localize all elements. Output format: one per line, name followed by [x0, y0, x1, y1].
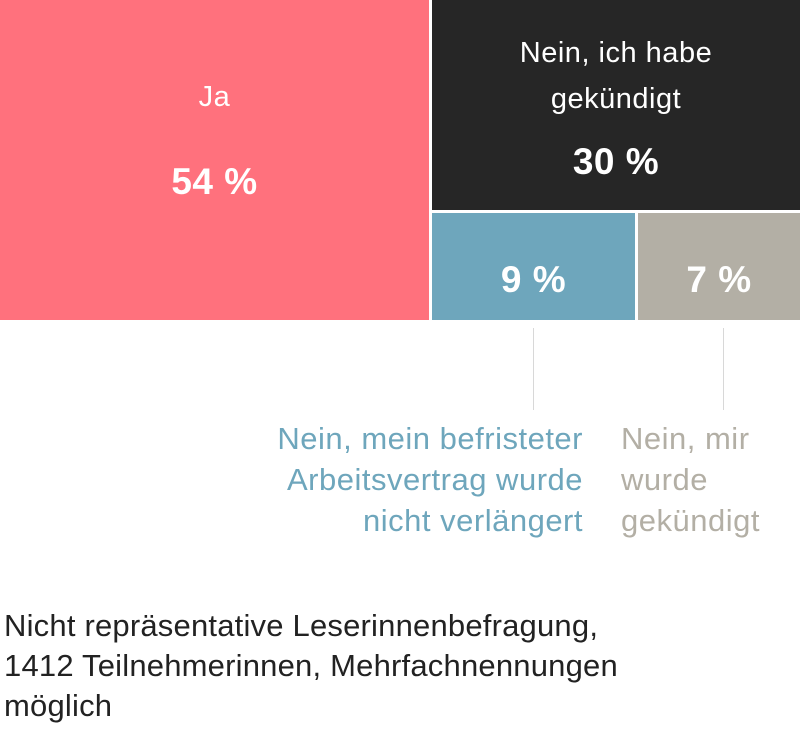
tile-quit-label-line-2: gekündigt	[550, 83, 682, 115]
tile-quit: Nein, ich habe gekündigt 30 %	[432, 0, 800, 210]
callout-fired: Nein, mir wurde gekündigt	[621, 418, 760, 541]
tile-ja-label: Ja	[198, 81, 231, 113]
source-note-line-1: Nicht repräsentative Leserinnenbefragung…	[4, 608, 599, 643]
tile-quit-label-line-1: Nein, ich habe	[519, 37, 713, 69]
callout-fix-line-2: Arbeitsvertrag wurde	[286, 462, 583, 497]
callout-fix: Nein, mein befristeter Arbeitsvertrag wu…	[277, 418, 583, 541]
source-note-line-3: möglich	[4, 688, 113, 723]
tile-fired: 7 %	[638, 213, 800, 320]
tile-ja-value: 54 %	[171, 161, 258, 202]
callout-fired-line-2: wurde	[621, 462, 708, 497]
tile-fired-value: 7 %	[686, 258, 752, 300]
callout-fix-line-3: nicht verlängert	[363, 503, 583, 538]
leader-line-fired	[723, 328, 724, 410]
leader-line-fix	[533, 328, 534, 410]
tile-fix: 9 %	[432, 213, 635, 320]
callout-fired-line-3: gekündigt	[621, 503, 760, 538]
tile-fix-value: 9 %	[500, 258, 567, 300]
callout-fired-line-1: Nein, mir	[621, 421, 750, 456]
source-note-line-2: 1412 Teilnehmerinnen, Mehrfachnennungen	[4, 648, 618, 683]
tile-quit-value: 30 %	[572, 141, 660, 182]
source-note: Nicht repräsentative Leserinnenbefragung…	[4, 606, 618, 726]
callout-fix-line-1: Nein, mein befristeter	[277, 421, 583, 456]
tile-ja: Ja 54 %	[0, 0, 429, 320]
